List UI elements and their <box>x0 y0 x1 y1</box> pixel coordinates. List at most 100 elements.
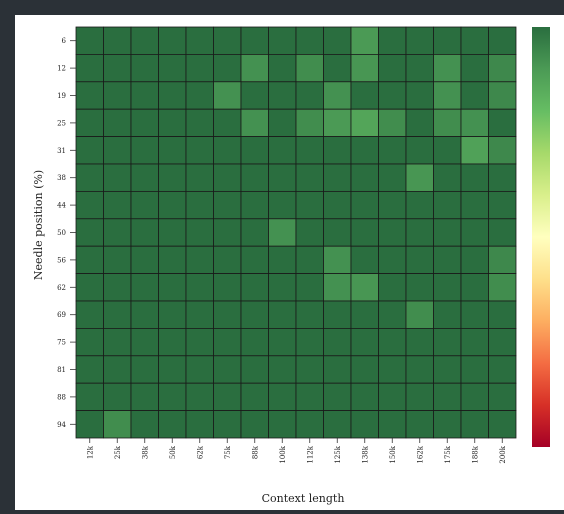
heatmap-cell-25-62k <box>185 108 214 137</box>
heatmap-cell-31-62k <box>185 136 214 165</box>
heatmap-cell-44-175k <box>433 190 462 220</box>
heatmap-cell-44-50k <box>158 190 187 220</box>
heatmap-cell-62-75k <box>213 273 242 302</box>
heatmap-cell-62-12k <box>75 273 104 302</box>
heatmap-cell-94-75k <box>213 410 242 439</box>
heatmap-cell-25-25k <box>103 108 132 137</box>
heatmap-cell-12-150k <box>378 54 407 83</box>
heatmap-cell-69-162k <box>405 300 434 329</box>
heatmap-cell-75-100k <box>268 327 297 357</box>
heatmap-cell-62-62k <box>185 273 214 302</box>
heatmap-cell-69-138k <box>350 300 379 329</box>
heatmap-cell-94-150k <box>378 410 407 439</box>
y-tick-label: 62 <box>57 284 66 292</box>
heatmap-cell-50-12k <box>75 218 104 247</box>
heatmap-cell-25-150k <box>378 108 407 137</box>
heatmap-cell-75-150k <box>378 327 407 357</box>
heatmap-cell-31-125k <box>323 136 352 165</box>
heatmap-cell-62-112k <box>295 273 324 302</box>
x-tick-label: 150k <box>389 445 397 463</box>
heatmap-cell-81-200k <box>488 355 517 384</box>
heatmap-cell-44-162k <box>405 190 434 220</box>
y-tick-label: 12 <box>57 65 66 73</box>
heatmap-cell-69-38k <box>130 300 159 329</box>
heatmap-cell-81-188k <box>460 355 489 384</box>
heatmap-cell-25-188k <box>460 108 489 137</box>
heatmap-cell-38-125k <box>323 163 352 192</box>
heatmap-cell-81-125k <box>323 355 352 384</box>
heatmap-cell-56-50k <box>158 245 187 274</box>
heatmap-chart: 6 12 19 25 31 38 44 50 56 62 69 75 81 88 94 12k 25k 38k 5… <box>32 26 550 505</box>
heatmap-cell-75-38k <box>130 327 159 357</box>
heatmap-cell-62-162k <box>405 273 434 302</box>
heatmap-cell-94-138k <box>350 410 379 439</box>
heatmap-cell-6-75k <box>213 26 242 55</box>
heatmap-cell-38-100k <box>268 163 297 192</box>
heatmap-cell-31-138k <box>350 136 379 165</box>
heatmap-cell-38-25k <box>103 163 132 192</box>
heatmap-cell-6-162k <box>405 26 434 55</box>
y-tick-label: 31 <box>57 147 66 155</box>
x-tick-label: 188k <box>471 445 479 463</box>
heatmap-cell-88-62k <box>185 382 214 412</box>
heatmap-cell-50-100k <box>268 218 297 247</box>
heatmap-cell-81-138k <box>350 355 379 384</box>
heatmap-cell-38-88k <box>240 163 269 192</box>
heatmap-cell-94-38k <box>130 410 159 439</box>
heatmap-cell-88-50k <box>158 382 187 412</box>
heatmap-cell-94-12k <box>75 410 104 439</box>
heatmap-cell-25-138k <box>350 108 379 137</box>
x-tick-label: 100k <box>279 445 287 463</box>
heatmap-cell-56-100k <box>268 245 297 274</box>
heatmap-cell-44-138k <box>350 190 379 220</box>
heatmap-cell-6-50k <box>158 26 187 55</box>
heatmap-cell-56-38k <box>130 245 159 274</box>
x-tick-label: 75k <box>224 445 232 459</box>
heatmap-cell-88-175k <box>433 382 462 412</box>
y-tick-label: 88 <box>57 393 66 401</box>
heatmap-cell-31-12k <box>75 136 104 165</box>
heatmap-cell-69-12k <box>75 300 104 329</box>
heatmap-cell-88-162k <box>405 382 434 412</box>
x-axis-label: Context length <box>262 492 345 505</box>
heatmap-cell-38-50k <box>158 163 187 192</box>
heatmap-cell-12-162k <box>405 54 434 83</box>
heatmap-cell-69-125k <box>323 300 352 329</box>
heatmap-cell-12-112k <box>295 54 324 83</box>
heatmap-cell-94-200k <box>488 410 517 439</box>
heatmap-cell-75-112k <box>295 327 324 357</box>
x-axis-ticks: 12k 25k 38k 50k 62k 75k 88k 100k 112k 125k 138k 150… <box>86 438 507 464</box>
heatmap-cell-19-100k <box>268 81 297 110</box>
y-axis-ticks: 6 12 19 25 31 38 44 50 56 62 69 75 81 88 94 <box>57 37 76 429</box>
heatmap-cell-44-62k <box>185 190 214 220</box>
heatmap-cell-94-25k <box>103 410 132 439</box>
heatmap-cell-69-62k <box>185 300 214 329</box>
heatmap-cell-56-200k <box>488 245 517 274</box>
heatmap-cell-12-188k <box>460 54 489 83</box>
heatmap-cell-81-75k <box>213 355 242 384</box>
heatmap-cell-75-62k <box>185 327 214 357</box>
heatmap-cell-6-38k <box>130 26 159 55</box>
heatmap-cell-62-150k <box>378 273 407 302</box>
heatmap-cell-6-175k <box>433 26 462 55</box>
y-tick-label: 50 <box>57 229 66 237</box>
heatmap-cell-69-150k <box>378 300 407 329</box>
heatmap-cell-94-112k <box>295 410 324 439</box>
heatmap-cell-31-112k <box>295 136 324 165</box>
heatmap-cell-81-50k <box>158 355 187 384</box>
heatmap-cell-56-150k <box>378 245 407 274</box>
heatmap-cell-44-188k <box>460 190 489 220</box>
heatmap-cell-6-62k <box>185 26 214 55</box>
heatmap-cell-62-125k <box>323 273 352 302</box>
heatmap-cell-12-175k <box>433 54 462 83</box>
heatmap-cell-50-162k <box>405 218 434 247</box>
heatmap-cell-6-12k <box>75 26 104 55</box>
heatmap-cell-38-138k <box>350 163 379 192</box>
heatmap-cell-19-112k <box>295 81 324 110</box>
heatmap-cell-31-50k <box>158 136 187 165</box>
heatmap-cell-81-100k <box>268 355 297 384</box>
heatmap-cell-44-88k <box>240 190 269 220</box>
x-tick-label: 125k <box>334 445 342 463</box>
heatmap-cell-19-188k <box>460 81 489 110</box>
heatmap-cell-56-12k <box>75 245 104 274</box>
